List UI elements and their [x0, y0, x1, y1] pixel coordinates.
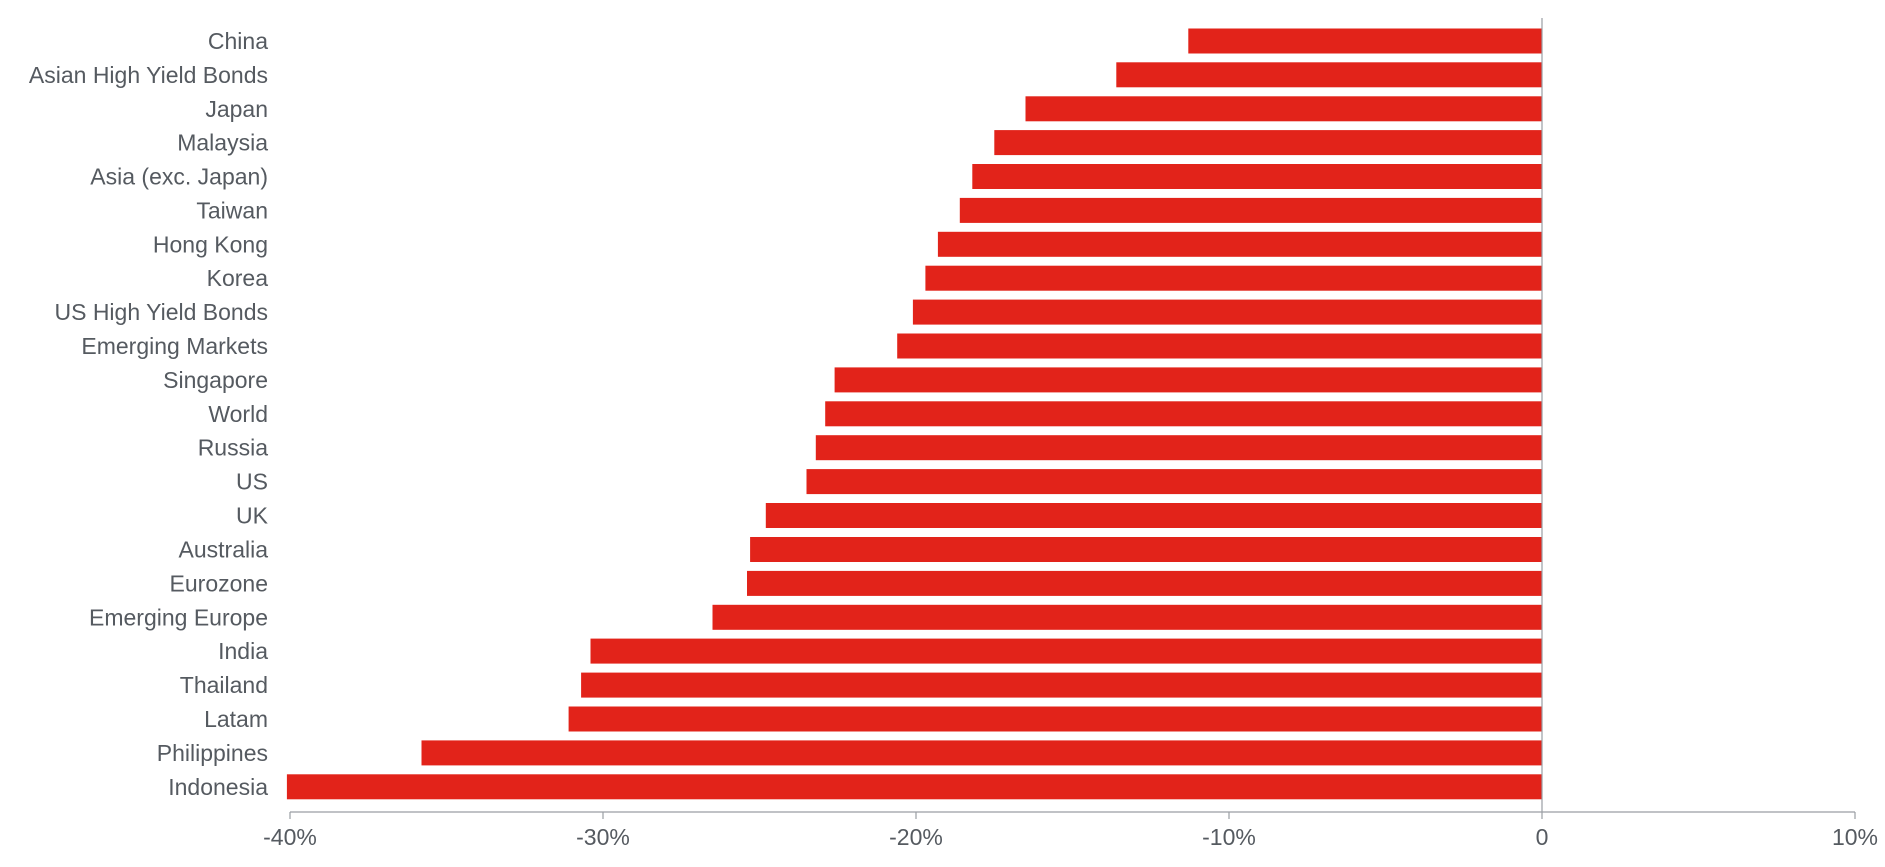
category-label: Eurozone: [170, 570, 268, 596]
bar-australia: [750, 537, 1542, 562]
category-label: Singapore: [163, 367, 268, 393]
category-label: World: [208, 401, 268, 427]
category-label: Indonesia: [168, 774, 268, 800]
bar-japan: [1025, 96, 1542, 122]
category-label: Asian High Yield Bonds: [29, 62, 268, 88]
category-label: Taiwan: [196, 197, 268, 223]
category-label: Japan: [205, 96, 268, 122]
bar-thailand: [581, 672, 1542, 698]
category-label: Korea: [207, 265, 269, 291]
bar-hong-kong: [937, 231, 1542, 257]
category-label: Thailand: [180, 672, 268, 698]
bar-world: [825, 401, 1542, 427]
bar-philippines: [421, 740, 1542, 766]
bar-russia: [815, 435, 1542, 461]
category-label: Emerging Markets: [81, 333, 268, 359]
bar-korea: [925, 265, 1542, 291]
category-label: Emerging Europe: [89, 604, 268, 630]
x-tick-label: -40%: [263, 824, 317, 850]
category-label: Australia: [179, 537, 269, 563]
x-tick-label: -30%: [576, 824, 630, 850]
bar-taiwan: [959, 197, 1542, 223]
category-label: China: [208, 28, 268, 54]
x-tick-label: 10%: [1832, 824, 1878, 850]
bar-eurozone: [747, 570, 1542, 596]
bar-asian-high-yield-bonds: [1116, 62, 1542, 88]
bar-india: [590, 638, 1542, 664]
category-label: Russia: [198, 435, 269, 461]
x-tick-label: 0: [1536, 824, 1549, 850]
bar-uk: [765, 503, 1542, 528]
x-tick-label: -20%: [889, 824, 943, 850]
bar-malaysia: [994, 130, 1543, 156]
bar-china: [1188, 28, 1542, 54]
category-label: UK: [236, 503, 269, 529]
bar-us: [806, 469, 1542, 495]
x-tick-label: -10%: [1202, 824, 1256, 850]
category-label: Hong Kong: [153, 231, 268, 257]
bar-us-high-yield-bonds: [912, 299, 1542, 325]
bar-singapore: [834, 367, 1542, 393]
category-label: US High Yield Bonds: [54, 299, 268, 325]
bar-latam: [568, 706, 1542, 732]
bar-asia-exc-japan: [972, 164, 1542, 189]
category-label: Malaysia: [177, 130, 268, 156]
category-label: Philippines: [157, 740, 268, 766]
bar-indonesia: [286, 774, 1542, 800]
category-label: Asia (exc. Japan): [90, 164, 268, 190]
bar-emerging-europe: [712, 604, 1542, 630]
category-label: Latam: [204, 706, 268, 732]
category-label: India: [218, 638, 268, 664]
category-label: US: [236, 469, 268, 495]
bar-emerging-markets: [897, 333, 1542, 359]
